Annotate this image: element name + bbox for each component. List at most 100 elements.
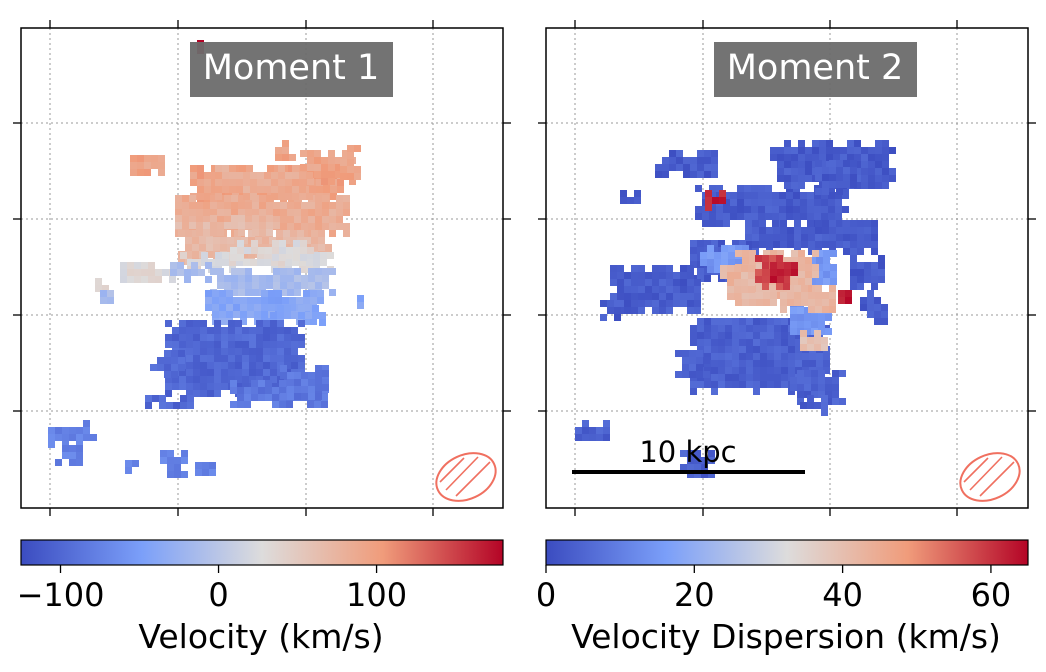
- map-pixel: [240, 318, 247, 325]
- map-pixel: [266, 202, 273, 209]
- map-pixel: [200, 320, 207, 327]
- map-pixel: [687, 307, 694, 314]
- map-pixel: [823, 360, 830, 367]
- map-pixel: [207, 341, 214, 348]
- map-pixel: [298, 320, 305, 327]
- map-pixel: [690, 247, 697, 254]
- map-pixel: [228, 376, 235, 383]
- map-pixel: [697, 247, 704, 254]
- map-pixel: [315, 365, 322, 372]
- map-pixel: [742, 250, 749, 257]
- map-pixel: [270, 383, 277, 390]
- map-pixel: [711, 381, 718, 388]
- map-pixel: [624, 293, 631, 300]
- map-pixel: [273, 275, 280, 282]
- map-pixel: [694, 293, 701, 300]
- map-pixel: [280, 223, 287, 230]
- map-pixel: [270, 334, 277, 341]
- map-pixel: [610, 265, 617, 272]
- map-pixel: [279, 254, 286, 261]
- map-pixel: [215, 172, 222, 179]
- map-pixel: [701, 471, 708, 478]
- map-pixel: [294, 209, 301, 216]
- map-pixel: [752, 227, 759, 234]
- map-pixel: [250, 179, 257, 186]
- map-pixel: [294, 289, 301, 296]
- map-pixel: [235, 348, 242, 355]
- map-pixel: [854, 140, 861, 147]
- map-pixel: [766, 234, 773, 241]
- map-pixel: [220, 237, 227, 244]
- map-pixel: [277, 327, 284, 334]
- map-pixel: [293, 254, 300, 261]
- map-pixel: [793, 213, 800, 220]
- map-pixel: [748, 279, 755, 286]
- map-pixel: [779, 199, 786, 206]
- map-pixel: [714, 259, 721, 266]
- map-pixel: [160, 450, 167, 457]
- map-pixel: [243, 259, 250, 266]
- map-pixel: [185, 244, 192, 251]
- map-pixel: [673, 293, 680, 300]
- map-pixel: [292, 172, 299, 179]
- map-pixel: [735, 259, 742, 266]
- map-pixel: [807, 337, 814, 344]
- map-pixel: [174, 471, 181, 478]
- map-pixel: [707, 259, 714, 266]
- map-pixel: [300, 254, 307, 261]
- map-pixel: [212, 311, 219, 318]
- map-pixel: [150, 364, 157, 371]
- map-pixel: [850, 160, 857, 167]
- map-pixel: [617, 293, 624, 300]
- map-pixel: [614, 300, 621, 307]
- map-pixel: [759, 220, 766, 227]
- map-pixel: [230, 380, 237, 387]
- map-pixel: [832, 391, 839, 398]
- map-pixel: [221, 355, 228, 362]
- map-pixel: [231, 268, 238, 275]
- map-pixel: [815, 167, 822, 174]
- map-pixel: [781, 367, 788, 374]
- map-pixel: [273, 216, 280, 223]
- map-pixel: [784, 182, 791, 189]
- map-pixel: [278, 179, 285, 186]
- map-pixel: [624, 300, 631, 307]
- map-pixel: [322, 365, 329, 372]
- map-pixel: [201, 259, 208, 266]
- map-pixel: [172, 383, 179, 390]
- map-pixel: [252, 275, 259, 282]
- map-pixel: [214, 348, 221, 355]
- map-pixel: [323, 186, 330, 193]
- map-pixel: [794, 227, 801, 234]
- map-pixel: [186, 369, 193, 376]
- map-pixel: [272, 394, 279, 401]
- map-pixel: [178, 258, 185, 265]
- moment1-velocity-map: [48, 40, 364, 478]
- map-pixel: [264, 172, 271, 179]
- map-pixel: [582, 427, 589, 434]
- map-pixel: [753, 353, 760, 360]
- map-pixel: [763, 250, 770, 257]
- map-pixel: [603, 434, 610, 441]
- moment1-title: Moment 1: [203, 48, 380, 88]
- map-pixel: [669, 150, 676, 157]
- map-pixel: [189, 209, 196, 216]
- map-pixel: [723, 220, 730, 227]
- map-pixel: [76, 445, 83, 452]
- map-pixel: [760, 367, 767, 374]
- map-pixel: [186, 348, 193, 355]
- map-pixel: [832, 377, 839, 384]
- map-pixel: [221, 362, 228, 369]
- map-pixel: [812, 250, 819, 257]
- map-pixel: [237, 247, 244, 254]
- map-pixel: [261, 297, 268, 304]
- map-pixel: [788, 360, 795, 367]
- map-pixel: [317, 297, 324, 304]
- map-pixel: [727, 279, 734, 286]
- map-pixel: [687, 471, 694, 478]
- map-pixel: [343, 209, 350, 216]
- map-pixel: [861, 161, 868, 168]
- map-pixel: [631, 265, 638, 272]
- map-pixel: [756, 292, 763, 299]
- map-pixel: [193, 369, 200, 376]
